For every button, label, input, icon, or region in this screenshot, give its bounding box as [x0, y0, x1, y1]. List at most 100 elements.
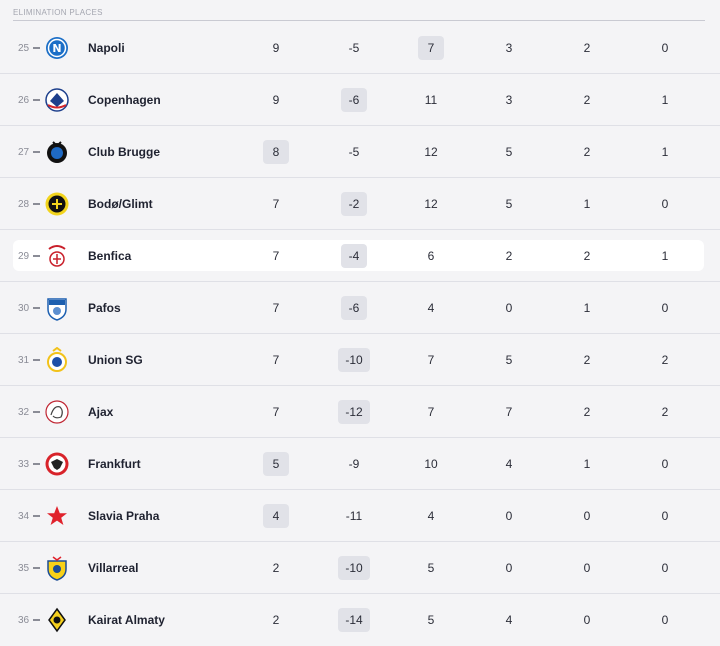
stat-value: 11: [424, 93, 438, 107]
team-name[interactable]: Villarreal: [88, 561, 139, 575]
table-row[interactable]: 26 Copenhagen 9 -6 11 3 2 1: [0, 74, 720, 126]
stat-cell: 7: [256, 230, 296, 282]
stat-cell: 0: [567, 542, 607, 594]
slavia-praha-crest-icon: [44, 503, 70, 529]
stat-cell: 7: [411, 334, 451, 386]
stat-value: 1: [583, 301, 591, 315]
table-row[interactable]: 28 Bodø/Glimt 7 -2 12 5 1 0: [0, 178, 720, 230]
stat-cell: 0: [645, 438, 685, 490]
stat-value: 12: [424, 145, 438, 159]
stat-cell: -14: [334, 594, 374, 646]
stat-value: 7: [272, 301, 280, 315]
stat-value: 2: [583, 353, 591, 367]
stat-cell: 9: [256, 22, 296, 74]
stat-cell: 8: [256, 126, 296, 178]
stat-value: 1: [583, 457, 591, 471]
stat-cell: 0: [489, 542, 529, 594]
stat-cell: 9: [256, 74, 296, 126]
stat-value: 4: [505, 613, 513, 627]
svg-text:N: N: [52, 42, 61, 55]
stat-cell: -11: [334, 490, 374, 542]
stat-cell: 2: [256, 594, 296, 646]
team-name[interactable]: Frankfurt: [88, 457, 141, 471]
stat-value: -10: [338, 556, 370, 580]
trend-neutral-icon: [33, 463, 40, 465]
stat-value: 7: [505, 405, 513, 419]
position-number: 36: [18, 614, 30, 626]
stat-cell: 2: [567, 230, 607, 282]
stat-value: 2: [661, 405, 669, 419]
table-row[interactable]: 30 Pafos 7 -6 4 0 1 0: [0, 282, 720, 334]
team-name[interactable]: Ajax: [88, 405, 114, 419]
table-row[interactable]: 34 Slavia Praha 4 -11 4 0 0 0: [0, 490, 720, 542]
table-row[interactable]: 25 N Napoli 9 -5 7 3 2 0: [0, 22, 720, 74]
table-row[interactable]: 31 Union SG 7 -10 7 5 2 2: [0, 334, 720, 386]
stat-cell: -12: [334, 386, 374, 438]
table-row[interactable]: 32 Ajax 7 -12 7 7 2 2: [0, 386, 720, 438]
stat-value: 1: [661, 145, 669, 159]
team-name[interactable]: Benfica: [88, 249, 132, 263]
stat-value: -14: [338, 608, 370, 632]
stat-value: 4: [263, 504, 289, 528]
stat-value: 7: [427, 405, 435, 419]
stat-cell: 3: [489, 22, 529, 74]
stat-value: 0: [661, 509, 669, 523]
team-name[interactable]: Copenhagen: [88, 93, 161, 107]
stat-cell: 2: [567, 126, 607, 178]
stat-value: 0: [583, 561, 591, 575]
stat-cell: 2: [567, 386, 607, 438]
table-row[interactable]: 33 Frankfurt 5 -9 10 4 1 0: [0, 438, 720, 490]
stat-cell: 5: [411, 542, 451, 594]
stat-cell: 2: [489, 230, 529, 282]
stat-value: 3: [505, 93, 513, 107]
section-label: ELIMINATION PLACES: [13, 8, 103, 17]
stat-value: 0: [583, 509, 591, 523]
stat-value: -5: [348, 41, 360, 55]
position-number: 35: [18, 562, 30, 574]
stat-cell: 1: [645, 74, 685, 126]
table-row[interactable]: 36 Kairat Almaty 2 -14 5 4 0 0: [0, 594, 720, 646]
stat-value: 0: [661, 457, 669, 471]
stat-cell: 6: [411, 230, 451, 282]
team-name[interactable]: Kairat Almaty: [88, 613, 165, 627]
team-name[interactable]: Bodø/Glimt: [88, 197, 153, 211]
bodo-glimt-crest-icon: [44, 191, 70, 217]
table-row[interactable]: 27 Club Brugge 8 -5 12 5 2 1: [0, 126, 720, 178]
table-row[interactable]: 35 Villarreal 2 -10 5 0 0 0: [0, 542, 720, 594]
stat-cell: 2: [567, 22, 607, 74]
stat-value: 0: [661, 301, 669, 315]
trend-neutral-icon: [33, 515, 40, 517]
stat-value: 2: [505, 249, 513, 263]
stat-value: 8: [263, 140, 289, 164]
stat-value: 0: [583, 613, 591, 627]
team-name[interactable]: Club Brugge: [88, 145, 160, 159]
stat-value: 1: [661, 249, 669, 263]
benfica-crest-icon: [44, 243, 70, 269]
stat-cell: 2: [645, 386, 685, 438]
stat-value: 4: [505, 457, 513, 471]
position-number: 28: [18, 198, 30, 210]
team-name[interactable]: Napoli: [88, 41, 125, 55]
table-row[interactable]: 29 Benfica 7 -4 6 2 2 1: [0, 230, 720, 282]
stat-value: 0: [505, 509, 513, 523]
trend-neutral-icon: [33, 47, 40, 49]
stat-cell: 7: [489, 386, 529, 438]
stat-value: 0: [505, 561, 513, 575]
stat-cell: 10: [411, 438, 451, 490]
stat-value: 5: [427, 561, 435, 575]
stat-cell: 2: [256, 542, 296, 594]
standings-table: 25 N Napoli 9 -5 7 3 2 0 26 Copenhagen 9 -6 11 3 2 1 27 Cl…: [0, 22, 720, 646]
villarreal-crest-icon: [44, 555, 70, 581]
stat-value: 7: [272, 197, 280, 211]
napoli-crest-icon: N: [44, 35, 70, 61]
team-name[interactable]: Pafos: [88, 301, 121, 315]
stat-value: -12: [338, 400, 370, 424]
stat-value: 2: [661, 353, 669, 367]
stat-value: -4: [341, 244, 367, 268]
team-name[interactable]: Union SG: [88, 353, 143, 367]
trend-neutral-icon: [33, 411, 40, 413]
team-name[interactable]: Slavia Praha: [88, 509, 160, 523]
stat-value: 2: [272, 613, 280, 627]
stat-cell: 4: [489, 438, 529, 490]
stat-cell: -9: [334, 438, 374, 490]
